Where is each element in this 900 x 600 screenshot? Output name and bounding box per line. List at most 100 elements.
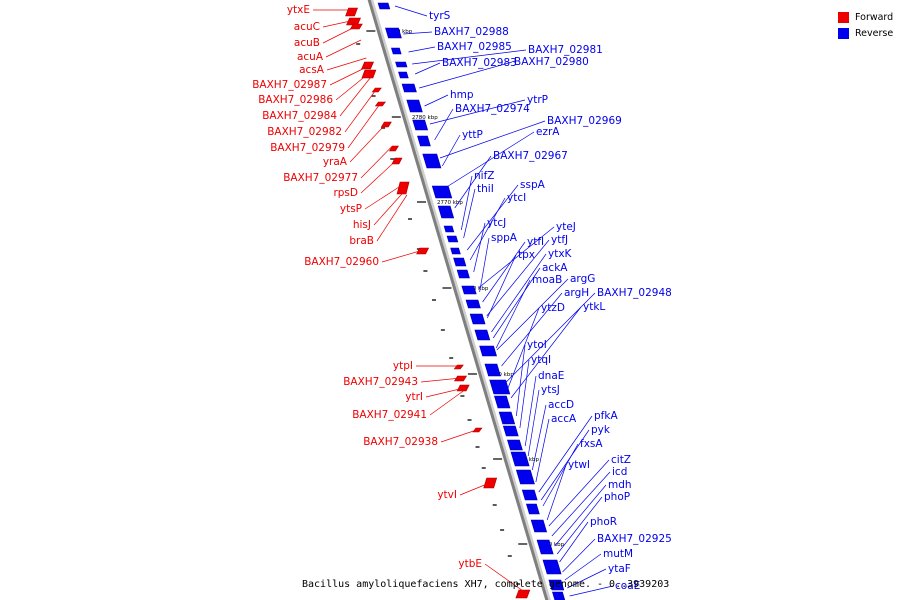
gene-label-accd[interactable]: accD xyxy=(548,399,574,411)
gene-label-rpsd[interactable]: rpsD xyxy=(333,187,358,199)
reverse-gene-feature[interactable] xyxy=(525,503,540,515)
reverse-gene-feature[interactable] xyxy=(377,2,391,10)
reverse-gene-feature[interactable] xyxy=(422,153,442,169)
gene-label-baxh7-02977[interactable]: BAXH7_02977 xyxy=(283,172,358,184)
reverse-gene-feature[interactable] xyxy=(390,47,402,55)
forward-gene-feature[interactable] xyxy=(515,589,531,599)
gene-label-phor[interactable]: phoR xyxy=(590,516,617,528)
gene-label-sppa[interactable]: sppA xyxy=(491,232,518,244)
gene-label-baxh7-02974[interactable]: BAXH7_02974 xyxy=(455,103,530,115)
gene-label-hisj[interactable]: hisJ xyxy=(353,219,371,231)
gene-label-ytxk[interactable]: ytxK xyxy=(548,248,573,260)
reverse-gene-feature[interactable] xyxy=(502,425,519,437)
gene-label-ytfj[interactable]: ytfJ xyxy=(551,234,568,246)
forward-gene-feature[interactable] xyxy=(416,247,430,255)
forward-gene-feature[interactable] xyxy=(453,364,464,370)
gene-label-ytsj[interactable]: ytsJ xyxy=(541,384,560,396)
gene-label-baxh7-02960[interactable]: BAXH7_02960 xyxy=(304,256,379,268)
gene-label-ezra[interactable]: ezrA xyxy=(536,126,560,138)
gene-label-tpx[interactable]: tpx xyxy=(518,249,535,261)
gene-label-baxh7-02980[interactable]: BAXH7_02980 xyxy=(514,56,589,68)
gene-label-coae[interactable]: coaE xyxy=(615,580,640,592)
gene-label-argg[interactable]: argG xyxy=(570,273,595,285)
gene-label-baxh7-02967[interactable]: BAXH7_02967 xyxy=(493,150,568,162)
reverse-gene-feature[interactable] xyxy=(536,539,554,555)
reverse-gene-feature[interactable] xyxy=(489,379,511,395)
reverse-gene-feature[interactable] xyxy=(510,451,530,467)
gene-label-baxh7-02941[interactable]: BAXH7_02941 xyxy=(352,409,427,421)
forward-gene-feature[interactable] xyxy=(345,7,358,17)
forward-gene-feature[interactable] xyxy=(361,69,377,79)
gene-label-baxh7-02925[interactable]: BAXH7_02925 xyxy=(597,533,672,545)
reverse-gene-feature[interactable] xyxy=(548,579,565,591)
forward-gene-feature[interactable] xyxy=(380,121,392,128)
gene-label-argh[interactable]: argH xyxy=(564,287,589,299)
reverse-gene-feature[interactable] xyxy=(395,61,408,68)
gene-label-icd[interactable]: icd xyxy=(612,466,627,478)
gene-label-yttp[interactable]: yttP xyxy=(462,129,483,141)
reverse-gene-feature[interactable] xyxy=(437,205,455,219)
gene-label-ytqi[interactable]: ytqI xyxy=(531,354,551,366)
reverse-gene-feature[interactable] xyxy=(515,469,535,485)
gene-label-baxh7-02948[interactable]: BAXH7_02948 xyxy=(597,287,672,299)
reverse-gene-feature[interactable] xyxy=(542,559,562,575)
gene-label-ytri[interactable]: ytrI xyxy=(405,391,423,403)
gene-label-ytcj[interactable]: ytcJ xyxy=(487,217,506,229)
gene-label-ytaf[interactable]: ytaF xyxy=(608,563,631,575)
reverse-gene-feature[interactable] xyxy=(446,235,459,243)
gene-label-ytci[interactable]: ytcI xyxy=(507,192,526,204)
gene-label-ytfi[interactable]: ytfI xyxy=(527,236,544,248)
gene-label-acsa[interactable]: acsA xyxy=(299,64,325,76)
gene-label-citz[interactable]: citZ xyxy=(611,454,631,466)
gene-label-ytzd[interactable]: ytzD xyxy=(541,302,565,314)
forward-gene-feature[interactable] xyxy=(391,157,403,165)
gene-label-yraa[interactable]: yraA xyxy=(323,156,348,168)
gene-label-acub[interactable]: acuB xyxy=(294,37,320,49)
gene-label-baxh7-02984[interactable]: BAXH7_02984 xyxy=(262,110,337,122)
reverse-gene-feature[interactable] xyxy=(530,519,548,533)
gene-label-pfka[interactable]: pfkA xyxy=(594,410,618,422)
forward-gene-feature[interactable] xyxy=(371,87,382,93)
gene-label-sspa[interactable]: sspA xyxy=(520,179,546,191)
reverse-gene-feature[interactable] xyxy=(398,71,409,79)
reverse-gene-feature[interactable] xyxy=(494,395,511,409)
gene-label-baxh7-02985[interactable]: BAXH7_02985 xyxy=(437,41,512,53)
gene-label-moab[interactable]: moaB xyxy=(532,274,562,286)
reverse-gene-feature[interactable] xyxy=(521,489,538,501)
reverse-gene-feature[interactable] xyxy=(412,119,429,131)
gene-label-baxh7-02987[interactable]: BAXH7_02987 xyxy=(252,79,327,91)
reverse-gene-feature[interactable] xyxy=(479,345,497,357)
reverse-gene-feature[interactable] xyxy=(552,591,566,600)
gene-label-baxh7-02938[interactable]: BAXH7_02938 xyxy=(363,436,438,448)
gene-label-baxh7-02982[interactable]: BAXH7_02982 xyxy=(267,126,342,138)
reverse-gene-feature[interactable] xyxy=(431,185,453,199)
forward-gene-feature[interactable] xyxy=(472,427,483,433)
gene-label-mutm[interactable]: mutM xyxy=(603,548,633,560)
gene-label-ytrp[interactable]: ytrP xyxy=(527,94,548,106)
gene-label-brab[interactable]: braB xyxy=(349,235,374,247)
reverse-gene-feature[interactable] xyxy=(465,299,481,309)
reverse-gene-feature[interactable] xyxy=(406,99,423,113)
gene-label-ytbe[interactable]: ytbE xyxy=(458,558,482,570)
reverse-gene-feature[interactable] xyxy=(469,313,486,325)
gene-label-baxh7-02986[interactable]: BAXH7_02986 xyxy=(258,94,333,106)
forward-gene-feature[interactable] xyxy=(396,181,410,195)
gene-label-baxh7-02969[interactable]: BAXH7_02969 xyxy=(547,115,622,127)
gene-label-ytkl[interactable]: ytkL xyxy=(583,301,605,313)
gene-label-baxh7-02943[interactable]: BAXH7_02943 xyxy=(343,376,418,388)
gene-label-phop[interactable]: phoP xyxy=(604,491,630,503)
gene-label-acua[interactable]: acuA xyxy=(297,51,324,63)
reverse-gene-feature[interactable] xyxy=(443,225,455,233)
gene-label-baxh7-02981[interactable]: BAXH7_02981 xyxy=(528,44,603,56)
gene-label-dnae[interactable]: dnaE xyxy=(538,370,564,382)
gene-label-ytpi[interactable]: ytpI xyxy=(393,360,413,372)
reverse-gene-feature[interactable] xyxy=(417,135,431,147)
gene-label-ytej[interactable]: yteJ xyxy=(556,221,576,233)
reverse-gene-feature[interactable] xyxy=(385,27,402,39)
gene-label-mdh[interactable]: mdh xyxy=(608,479,632,491)
reverse-gene-feature[interactable] xyxy=(450,247,461,255)
gene-label-baxh7-02988[interactable]: BAXH7_02988 xyxy=(434,26,509,38)
gene-label-ytoi[interactable]: ytoI xyxy=(527,339,547,351)
gene-label-acuc[interactable]: acuC xyxy=(294,21,320,33)
